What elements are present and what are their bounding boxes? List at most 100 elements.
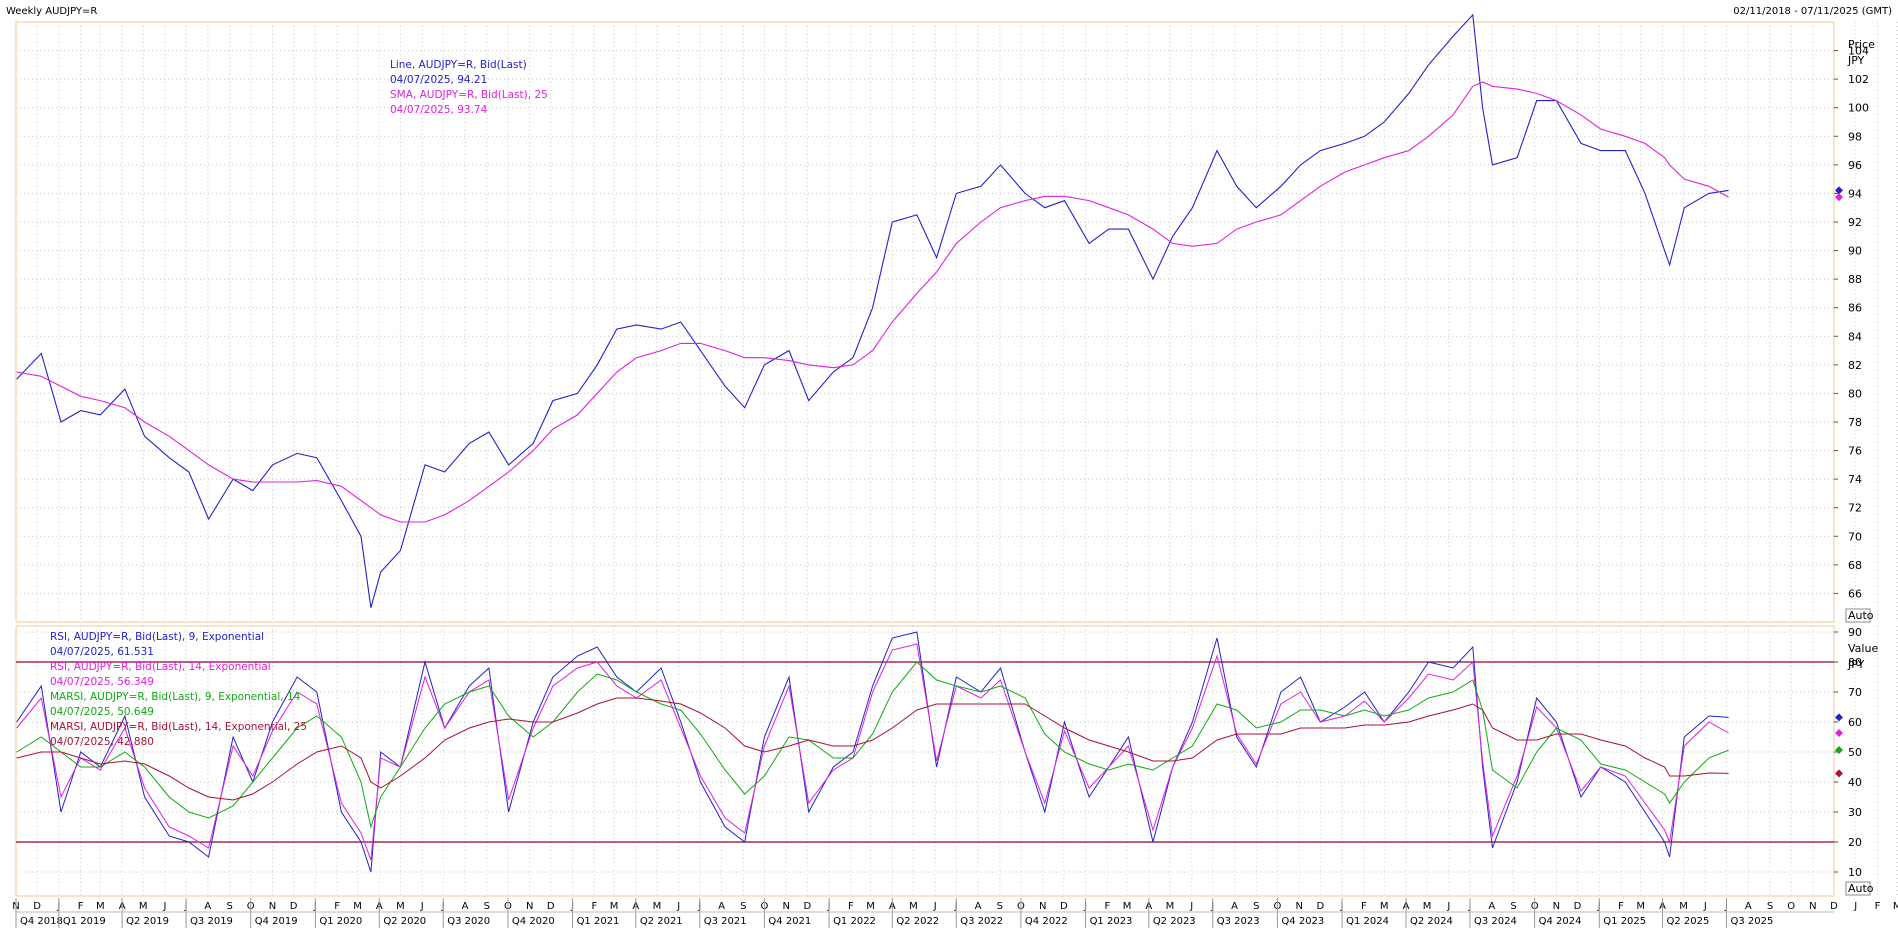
x-quarter-label: Q3 2021 — [704, 916, 747, 927]
x-month-label: N — [782, 901, 789, 912]
x-quarter-label: Q1 2024 — [1346, 916, 1389, 927]
rsi-gridlines — [15, 626, 1898, 896]
x-quarter-label: Q2 2022 — [896, 916, 939, 927]
x-quarter-label: Q1 2021 — [577, 916, 620, 927]
x-month-label: D — [1574, 901, 1582, 912]
x-quarter-label: Q4 2018 — [20, 916, 63, 927]
price-tick-label: 98 — [1848, 130, 1862, 143]
price-y-axis: 66 68 70 72 74 76 78 80 82 84 86 88 90 92 94 96 98 100 102… — [1834, 45, 1869, 600]
x-month-label: A — [1231, 901, 1238, 912]
x-month-label: N — [1039, 901, 1046, 912]
x-month-label: S — [484, 901, 490, 912]
price-legend-entry: Line, AUDJPY=R, Bid(Last) — [390, 59, 527, 71]
price-tick-label: 72 — [1848, 502, 1862, 515]
x-month-label: M — [866, 901, 875, 912]
price-tick-label: 86 — [1848, 302, 1862, 315]
rsi-tick-label: 50 — [1848, 746, 1862, 759]
rsi-last-marker — [1835, 728, 1843, 737]
x-month-label: J — [933, 901, 937, 912]
price-auto-button[interactable]: Auto — [1845, 608, 1874, 623]
x-month-label: D — [290, 901, 298, 912]
rsi-tick-label: 90 — [1848, 626, 1862, 639]
x-quarter-label: Q2 2019 — [126, 916, 169, 927]
price-last-marker — [1835, 193, 1843, 202]
x-month-label: N — [269, 901, 276, 912]
price-tick-label: 102 — [1848, 73, 1869, 86]
price-tick-label: 92 — [1848, 216, 1862, 229]
x-month-label: J — [1703, 901, 1707, 912]
rsi-axis-title: Value — [1848, 642, 1878, 655]
x-month-label: J — [676, 901, 680, 912]
chart-title: Weekly AUDJPY=R — [6, 6, 97, 17]
price-tick-label: 88 — [1848, 273, 1862, 286]
rsi-tick-label: 30 — [1848, 806, 1862, 819]
x-month-label: N — [526, 901, 533, 912]
rsi-last-marker — [1835, 769, 1843, 778]
price-tick-label: 100 — [1848, 102, 1869, 115]
x-month-label: J — [1446, 901, 1450, 912]
x-month-label: M — [396, 901, 405, 912]
price-tick-label: 78 — [1848, 416, 1862, 429]
price-tick-label: 84 — [1848, 330, 1862, 343]
price-tick-label: 74 — [1848, 473, 1862, 486]
x-quarter-label: Q3 2022 — [960, 916, 1003, 927]
price-legend-entry: 04/07/2025, 94.21 — [390, 74, 487, 86]
rsi-legend-entry: 04/07/2025, 61.531 — [50, 646, 154, 658]
x-month-label: S — [1253, 901, 1259, 912]
price-legend-entry: SMA, AUDJPY=R, Bid(Last), 25 — [390, 89, 548, 101]
x-quarter-label: Q1 2023 — [1090, 916, 1133, 927]
rsi-legend-entry: 04/07/2025, 56.349 — [50, 676, 154, 688]
x-month-label: M — [909, 901, 918, 912]
x-month-label: A — [1488, 901, 1495, 912]
price-gridlines — [15, 22, 1898, 622]
price-tick-label: 68 — [1848, 559, 1862, 572]
x-month-label: A — [1745, 901, 1752, 912]
price-tick-label: 80 — [1848, 387, 1862, 400]
x-month-label: M — [139, 901, 148, 912]
x-quarter-label: Q2 2025 — [1667, 916, 1710, 927]
x-quarter-label: Q4 2021 — [768, 916, 811, 927]
price-last-marker — [1835, 186, 1843, 195]
price-tick-label: 70 — [1848, 530, 1862, 543]
rsi-tick-label: 80 — [1848, 656, 1862, 669]
x-month-label: S — [740, 901, 746, 912]
price-line-series — [16, 13, 1729, 608]
x-month-label: N — [1809, 901, 1816, 912]
rsi-auto-button[interactable]: Auto — [1845, 881, 1874, 896]
x-month-label: A — [462, 901, 469, 912]
x-quarter-label: Q1 2019 — [63, 916, 106, 927]
x-quarter-label: Q3 2023 — [1217, 916, 1260, 927]
x-month-label: M — [610, 901, 619, 912]
rsi-y-axis: 10 20 30 40 50 60 70 80 90 — [1834, 626, 1862, 879]
rsi-axis-unit: JPY — [1847, 658, 1865, 671]
price-series — [16, 13, 1729, 608]
x-month-label: N — [1553, 901, 1560, 912]
x-month-label: M — [1123, 901, 1132, 912]
rsi-auto-label: Auto — [1848, 882, 1874, 895]
rsi-legend-entry: RSI, AUDJPY=R, Bid(Last), 14, Exponentia… — [50, 661, 271, 673]
rsi-tick-label: 20 — [1848, 836, 1862, 849]
x-month-label: D — [547, 901, 555, 912]
x-month-label: J — [163, 901, 167, 912]
x-month-label: S — [997, 901, 1003, 912]
rsi-tick-label: 10 — [1848, 866, 1862, 879]
rsi-panel — [15, 625, 1835, 897]
price-panel — [15, 21, 1835, 623]
x-month-label: F — [1875, 901, 1881, 912]
rsi9-series — [16, 631, 1729, 873]
x-month-label: J — [1853, 901, 1857, 912]
x-month-label: M — [1679, 901, 1688, 912]
price-axis-title: Price — [1848, 38, 1875, 51]
rsi-legend-entry: MARSI, AUDJPY=R, Bid(Last), 14, Exponent… — [50, 721, 307, 733]
x-month-label: J — [1189, 901, 1193, 912]
x-quarter-label: Q2 2021 — [640, 916, 683, 927]
rsi-legend-entry: 04/07/2025, 42.880 — [50, 736, 154, 748]
rsi-legend-entry: 04/07/2025, 50.649 — [50, 706, 154, 718]
x-quarter-label: Q2 2024 — [1410, 916, 1453, 927]
marsi9-series — [16, 661, 1729, 829]
x-axis: NDJFMAMJJASONDJFMAMJJASONDJFMAMJJASONDJF… — [12, 898, 1898, 928]
x-month-label: F — [848, 901, 854, 912]
rsi-bands — [16, 661, 1834, 843]
